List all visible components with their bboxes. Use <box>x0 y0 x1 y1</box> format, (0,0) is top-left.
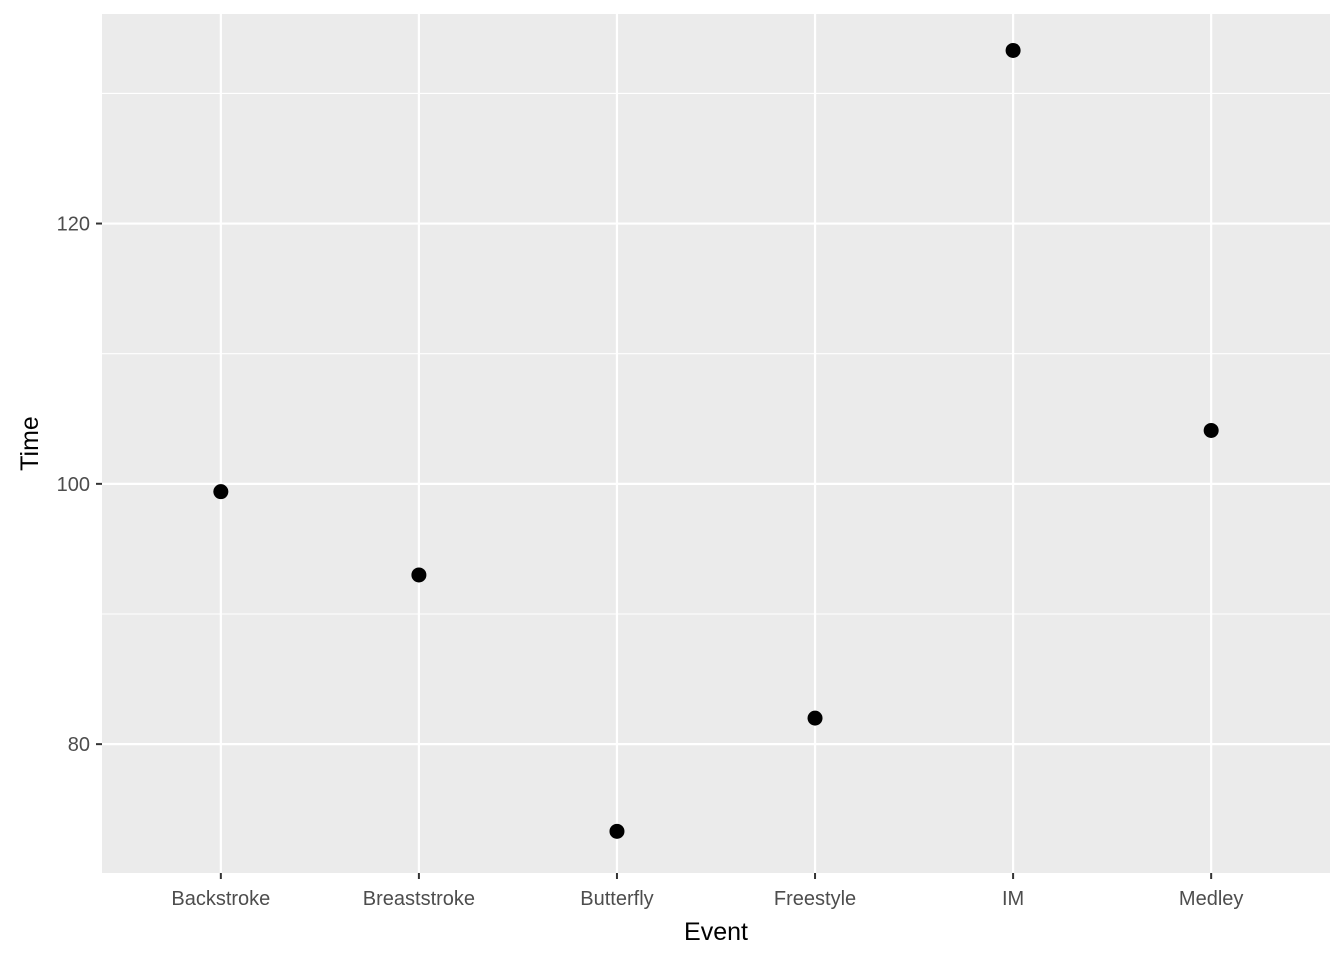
data-points <box>213 42 1219 839</box>
data-point-im <box>1005 42 1021 58</box>
y-tick-label: 80 <box>68 734 90 756</box>
major-gridlines <box>102 14 1330 873</box>
data-point-freestyle <box>807 710 823 726</box>
data-point-backstroke <box>213 484 229 500</box>
y-tick-label: 100 <box>57 474 90 496</box>
x-tick-label: Freestyle <box>774 888 856 910</box>
x-tick-label: Butterfly <box>580 888 653 910</box>
x-tick-label: Breaststroke <box>363 888 475 910</box>
x-axis: Backstroke Breaststroke Butterfly Freestyle… <box>171 873 1243 910</box>
minor-gridlines <box>102 92 1330 615</box>
x-tick-label: IM <box>1002 888 1024 910</box>
x-axis-title: Event <box>684 918 748 946</box>
data-point-breaststroke <box>411 567 427 583</box>
data-point-butterfly <box>609 823 625 839</box>
x-tick-label: Backstroke <box>171 888 270 910</box>
x-tick-label: Medley <box>1179 888 1243 910</box>
plot-panel <box>102 14 1330 873</box>
data-point-medley <box>1203 422 1219 438</box>
y-axis: 80 100 120 <box>57 214 102 756</box>
y-tick-label: 120 <box>57 214 90 236</box>
y-axis-title: Time <box>16 416 44 471</box>
